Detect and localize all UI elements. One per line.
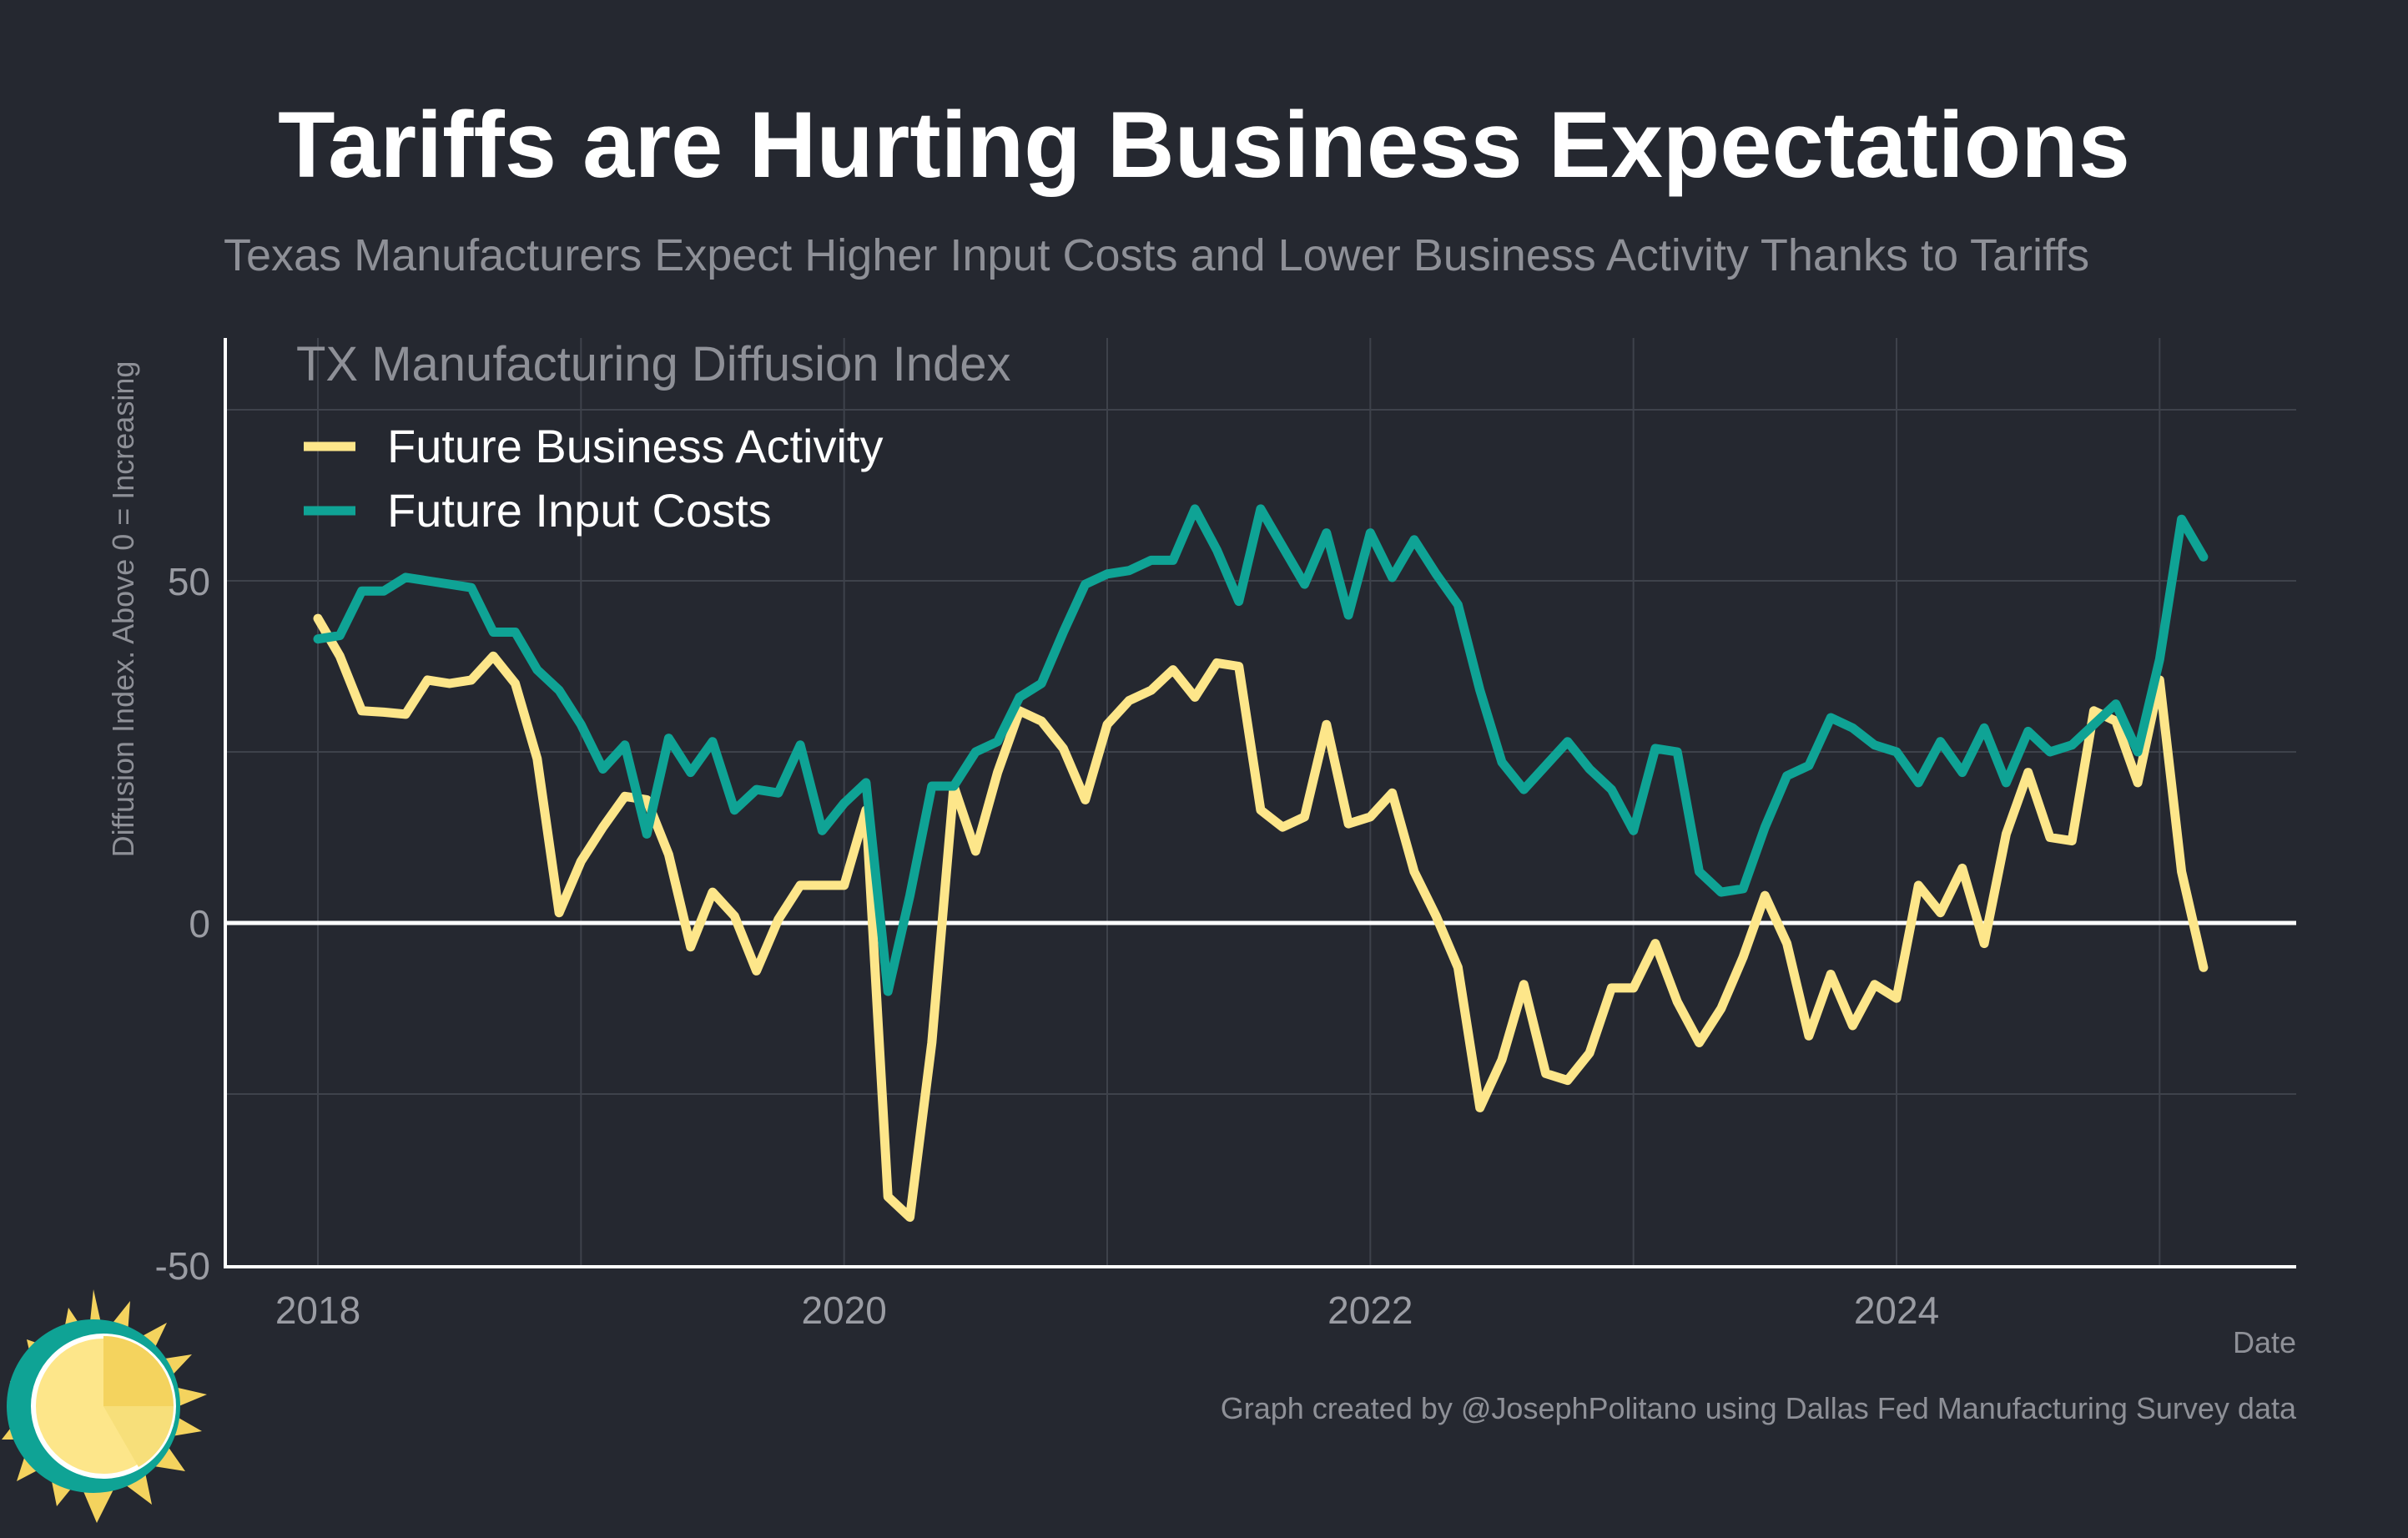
x-tick-label: 2022 (1327, 1288, 1413, 1332)
sun-logo-icon (2, 1289, 207, 1523)
tick-labels: -50 0 50 2018 2020 2022 2024 (155, 560, 1940, 1332)
source-caption: Graph created by @JosephPolitano using D… (1221, 1391, 2297, 1425)
series-line-business-activity (313, 613, 2209, 1223)
chart-subtitle: Texas Manufacturers Expect Higher Input … (224, 230, 2089, 280)
legend-title: TX Manufacturing Diffusion Index (296, 337, 1011, 391)
y-tick-label: -50 (155, 1244, 210, 1288)
x-axis-label: Date (2233, 1325, 2296, 1359)
series-line-input-costs (313, 504, 2209, 996)
x-tick-label: 2020 (801, 1288, 886, 1332)
grid-lines (225, 338, 2296, 1267)
legend-label-business-activity: Future Business Activity (387, 420, 883, 472)
y-tick-label: 50 (168, 560, 210, 603)
legend: TX Manufacturing Diffusion Index Future … (296, 337, 1011, 537)
y-tick-label: 0 (189, 902, 210, 945)
axes (224, 338, 2296, 1268)
x-tick-label: 2018 (275, 1288, 360, 1332)
chart-title: Tariffs are Hurting Business Expectation… (278, 93, 2130, 197)
y-axis-label: Diffusion Index. Above 0 = Increasing (106, 361, 140, 858)
series-lines (313, 504, 2209, 1223)
x-tick-label: 2024 (1854, 1288, 1939, 1332)
legend-label-input-costs: Future Input Costs (387, 484, 772, 537)
